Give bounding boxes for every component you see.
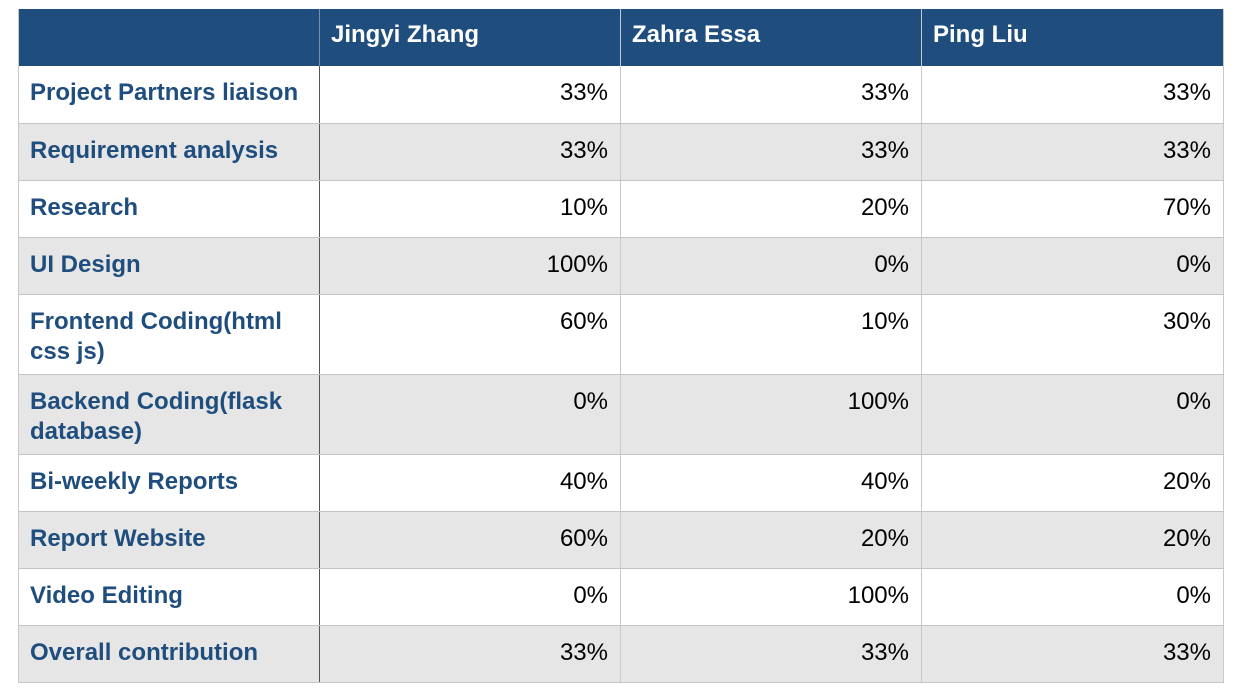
table-row: Overall contribution 33% 33% 33% [18,624,1224,683]
value-cell: 60% [319,293,621,375]
value-cell: 20% [921,510,1224,569]
value-cell: 60% [319,510,621,569]
value-cell: 20% [620,179,922,238]
value-cell: 33% [620,66,922,124]
task-label: Report Website [18,510,320,569]
table-row: Video Editing 0% 100% 0% [18,567,1224,626]
task-label: Backend Coding(flask database) [18,373,320,455]
value-cell: 0% [921,373,1224,455]
task-label: Project Partners liaison [18,66,320,124]
table-row: Requirement analysis 33% 33% 33% [18,122,1224,181]
header-cell-member: Zahra Essa [620,9,922,66]
header-cell-member: Ping Liu [921,9,1224,66]
task-label: Research [18,179,320,238]
value-cell: 40% [319,453,621,512]
value-cell: 100% [319,236,621,295]
value-cell: 100% [620,373,922,455]
value-cell: 33% [319,122,621,181]
value-cell: 70% [921,179,1224,238]
value-cell: 0% [921,236,1224,295]
task-label: Frontend Coding(html css js) [18,293,320,375]
contribution-table: Jingyi Zhang Zahra Essa Ping Liu Project… [18,9,1224,683]
value-cell: 10% [620,293,922,375]
task-label: Video Editing [18,567,320,626]
task-label: Requirement analysis [18,122,320,181]
table-body: Project Partners liaison 33% 33% 33% Req… [18,66,1224,683]
task-label: UI Design [18,236,320,295]
table-row: Research 10% 20% 70% [18,179,1224,238]
value-cell: 33% [921,66,1224,124]
task-label: Bi-weekly Reports [18,453,320,512]
value-cell: 20% [921,453,1224,512]
value-cell: 33% [319,624,621,683]
header-cell-member: Jingyi Zhang [319,9,621,66]
header-row: Jingyi Zhang Zahra Essa Ping Liu [18,9,1224,66]
table-row: Bi-weekly Reports 40% 40% 20% [18,453,1224,512]
value-cell: 33% [319,66,621,124]
table-row: Backend Coding(flask database) 0% 100% 0… [18,373,1224,455]
value-cell: 0% [921,567,1224,626]
table-header: Jingyi Zhang Zahra Essa Ping Liu [18,9,1224,66]
value-cell: 0% [319,567,621,626]
value-cell: 40% [620,453,922,512]
table-row: Report Website 60% 20% 20% [18,510,1224,569]
value-cell: 0% [319,373,621,455]
value-cell: 33% [620,624,922,683]
value-cell: 20% [620,510,922,569]
value-cell: 30% [921,293,1224,375]
table-row: Frontend Coding(html css js) 60% 10% 30% [18,293,1224,375]
value-cell: 10% [319,179,621,238]
table-row: Project Partners liaison 33% 33% 33% [18,66,1224,124]
task-label: Overall contribution [18,624,320,683]
table-row: UI Design 100% 0% 0% [18,236,1224,295]
value-cell: 33% [921,624,1224,683]
value-cell: 33% [921,122,1224,181]
value-cell: 100% [620,567,922,626]
value-cell: 0% [620,236,922,295]
value-cell: 33% [620,122,922,181]
header-cell-corner [18,9,320,66]
